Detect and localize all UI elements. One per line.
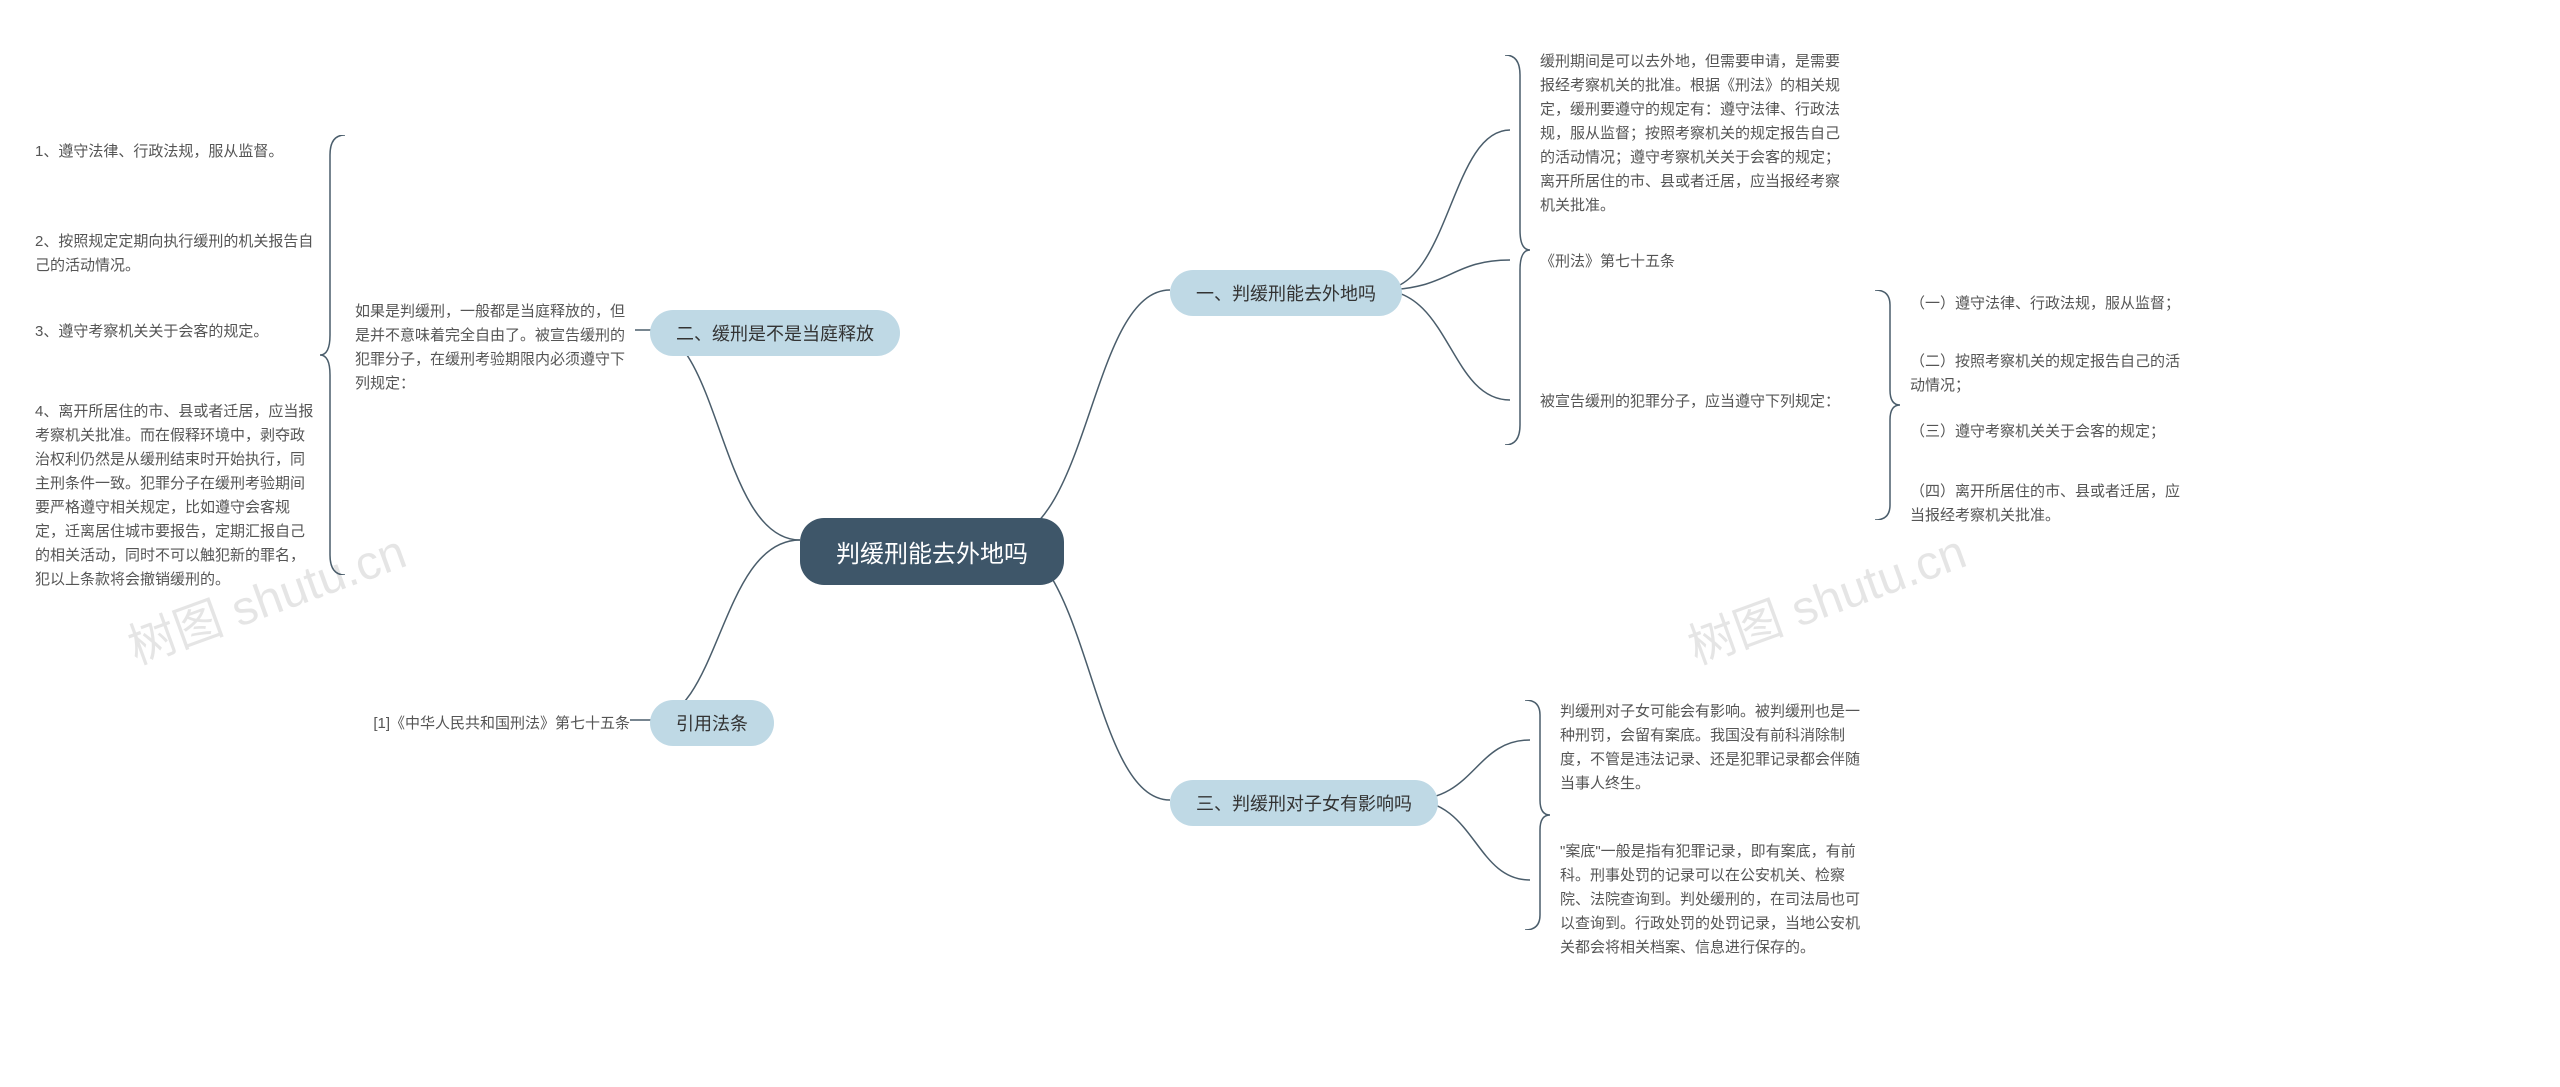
branch-2: 二、缓刑是不是当庭释放 [650, 310, 900, 356]
b2-intro: 如果是判缓刑，一般都是当庭释放的，但是并不意味着完全自由了。被宣告缓刑的犯罪分子… [355, 300, 635, 396]
b1-c3-item-2: （二）按照考察机关的规定报告自己的活动情况； [1910, 350, 2190, 398]
b1-c3-item-4: （四）离开所居住的市、县或者迁居，应当报经考察机关批准。 [1910, 480, 2190, 528]
brace-b2-items [320, 135, 350, 575]
watermark-right: 树图 shutu.cn [1677, 512, 1974, 677]
brace-b3-children [1520, 700, 1550, 930]
branch-4: 引用法条 [650, 700, 774, 746]
b4-ref: [1]《中华人民共和国刑法》第七十五条 [340, 712, 630, 736]
b1-c3-item-1: （一）遵守法律、行政法规，服从监督； [1910, 292, 2180, 316]
branch-3: 三、判缓刑对子女有影响吗 [1170, 780, 1438, 826]
b1-c3-item-3: （三）遵守考察机关关于会客的规定； [1910, 420, 2165, 444]
b1-child-2: 《刑法》第七十五条 [1540, 250, 1675, 274]
connector-lines [0, 0, 2560, 1087]
root-node: 判缓刑能去外地吗 [800, 518, 1064, 585]
brace-b1-c3-items [1870, 290, 1900, 520]
b1-child-3-label: 被宣告缓刑的犯罪分子，应当遵守下列规定： [1540, 390, 1840, 414]
b2-item-1: 1、遵守法律、行政法规，服从监督。 [35, 140, 315, 164]
b3-item-1: 判缓刑对子女可能会有影响。被判缓刑也是一种刑罚，会留有案底。我国没有前科消除制度… [1560, 700, 1870, 796]
branch-1: 一、判缓刑能去外地吗 [1170, 270, 1402, 316]
brace-b1-children [1500, 55, 1530, 445]
b2-item-4: 4、离开所居住的市、县或者迁居，应当报考察机关批准。而在假释环境中，剥夺政治权利… [35, 400, 315, 592]
b2-item-3: 3、遵守考察机关关于会客的规定。 [35, 320, 315, 344]
b1-child-1: 缓刑期间是可以去外地，但需要申请，是需要报经考察机关的批准。根据《刑法》的相关规… [1540, 50, 1850, 218]
b2-item-2: 2、按照规定定期向执行缓刑的机关报告自己的活动情况。 [35, 230, 315, 278]
b3-item-2: "案底"一般是指有犯罪记录，即有案底，有前科。刑事处罚的记录可以在公安机关、检察… [1560, 840, 1870, 960]
